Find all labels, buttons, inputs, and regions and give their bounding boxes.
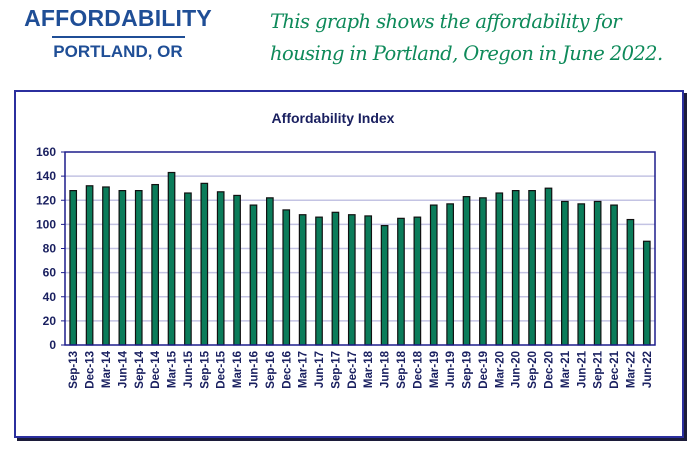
bar	[249, 204, 258, 346]
x-tick-label: Dec-18	[412, 350, 424, 388]
header-divider	[52, 36, 185, 38]
x-tick-label: Mar-17	[298, 351, 310, 388]
bar	[200, 182, 209, 346]
x-tick-label: Dec-14	[150, 350, 162, 388]
bar	[561, 200, 569, 346]
bar	[593, 200, 602, 346]
affordability-chart: Affordability Index 0 20 40 60 80 100 120 140 16…	[36, 110, 656, 389]
bar	[331, 211, 340, 346]
y-axis-ticks: 0 20 40 60 80 100 120 140 160	[36, 145, 65, 352]
bar	[134, 189, 143, 346]
bar	[364, 215, 373, 346]
x-tick-label: Sep-14	[134, 350, 146, 388]
chart-frame: Affordability Index 0 20 40 60 80 100 120 140 16…	[14, 90, 684, 438]
bar	[69, 189, 78, 346]
y-tick-label: 100	[36, 217, 56, 231]
x-tick-label: Dec-13	[85, 351, 97, 389]
bar	[495, 192, 504, 346]
plot-border	[64, 151, 656, 346]
bar	[266, 197, 274, 346]
x-tick-label: Mar-20	[494, 351, 506, 388]
bars	[69, 171, 651, 346]
x-tick-label: Jun-22	[642, 351, 654, 388]
bar	[85, 185, 94, 346]
y-tick-label: 60	[43, 266, 57, 280]
bar	[118, 189, 127, 346]
bar	[479, 197, 487, 346]
x-tick-label: Mar-19	[429, 351, 441, 388]
plot-area-border	[64, 151, 656, 346]
bar	[151, 183, 159, 346]
y-tick-label: 20	[43, 314, 57, 328]
x-tick-label: Jun-20	[511, 351, 523, 388]
bar	[446, 203, 454, 346]
bar	[298, 214, 307, 346]
x-tick-label: Mar-21	[560, 350, 572, 388]
bar	[544, 187, 553, 346]
bar	[216, 191, 225, 346]
x-tick-label: Jun-14	[117, 350, 129, 388]
x-tick-label: Jun-17	[314, 351, 326, 388]
x-tick-label: Sep-21	[593, 350, 605, 388]
bar	[380, 224, 389, 346]
y-tick-label: 0	[49, 338, 56, 352]
x-tick-label: Dec-15	[216, 350, 228, 388]
x-tick-label: Mar-22	[625, 351, 637, 388]
header-title: AFFORDABILITY	[24, 5, 212, 31]
bar	[642, 240, 651, 346]
bar	[167, 171, 176, 346]
bar	[413, 216, 422, 346]
y-tick-label: 80	[43, 242, 57, 256]
bar	[102, 186, 110, 346]
x-tick-label: Dec-17	[347, 351, 359, 389]
x-axis-ticks: Sep-13 Dec-13 Mar-14 Jun-14 Sep-14 Dec-14 Mar-…	[68, 350, 654, 388]
y-tick-label: 120	[36, 193, 56, 207]
x-tick-label: Dec-16	[281, 351, 293, 389]
x-tick-label: Dec-20	[543, 351, 555, 389]
bar	[610, 204, 618, 346]
x-tick-label: Sep-15	[199, 350, 211, 388]
bar	[626, 218, 635, 346]
header-subtitle: PORTLAND, OR	[53, 42, 183, 61]
bar	[528, 189, 536, 346]
x-tick-label: Sep-13	[68, 351, 80, 389]
bar	[429, 204, 438, 346]
x-tick-label: Jun-18	[380, 350, 392, 388]
bar	[233, 194, 241, 346]
bar	[462, 196, 471, 346]
x-tick-label: Mar-15	[167, 350, 179, 388]
x-tick-label: Jun-16	[248, 351, 260, 388]
x-tick-label: Mar-18	[363, 350, 375, 388]
x-tick-label: Mar-14	[101, 350, 113, 388]
y-tick-label: 40	[43, 290, 57, 304]
bar	[315, 216, 323, 346]
chart-title: Affordability Index	[272, 110, 395, 126]
x-tick-label: Jun-21	[576, 350, 588, 388]
x-tick-label: Jun-15	[183, 350, 195, 388]
x-tick-label: Sep-20	[527, 351, 539, 389]
gridlines	[65, 175, 655, 322]
x-tick-label: Jun-19	[445, 351, 457, 388]
x-tick-label: Mar-16	[232, 351, 244, 388]
y-tick-label: 160	[36, 145, 56, 159]
bar	[577, 203, 586, 346]
y-tick-label: 140	[36, 169, 56, 183]
bar	[347, 214, 356, 346]
bar	[511, 189, 520, 346]
x-tick-label: Sep-19	[462, 351, 474, 389]
x-tick-label: Sep-16	[265, 351, 277, 389]
x-tick-label: Dec-21	[609, 350, 621, 388]
bar	[184, 192, 192, 346]
chart-description: This graph shows the affordability for h…	[270, 10, 663, 65]
x-tick-label: Sep-18	[396, 350, 408, 388]
bar	[282, 209, 291, 346]
x-tick-label: Dec-19	[478, 351, 490, 389]
bar	[397, 217, 405, 346]
x-tick-label: Sep-17	[330, 351, 342, 389]
